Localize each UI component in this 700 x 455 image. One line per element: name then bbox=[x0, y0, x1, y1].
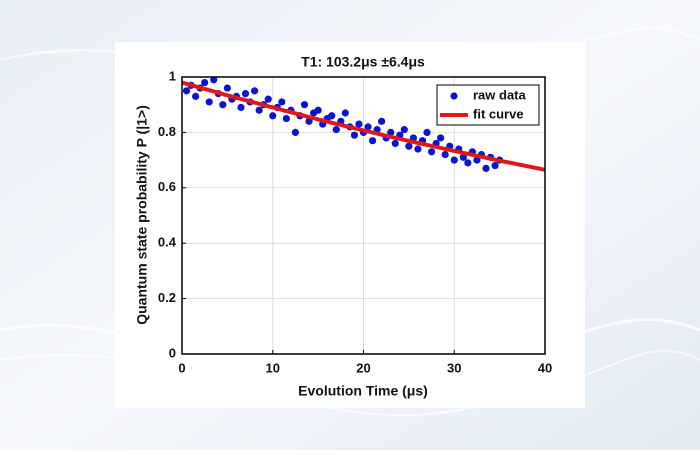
x-axis-label: Evolution Time (μs) bbox=[298, 383, 428, 399]
x-tick-label: 20 bbox=[356, 360, 370, 375]
data-point bbox=[400, 126, 408, 134]
data-point bbox=[368, 137, 377, 145]
data-point bbox=[437, 134, 445, 142]
data-point bbox=[405, 142, 413, 150]
data-point bbox=[482, 164, 490, 173]
data-point bbox=[328, 112, 336, 120]
x-tick-label: 30 bbox=[447, 360, 461, 375]
data-point bbox=[300, 101, 309, 109]
legend-box bbox=[436, 84, 540, 126]
data-point bbox=[291, 128, 300, 136]
data-point bbox=[427, 148, 436, 156]
data-point bbox=[341, 109, 349, 117]
data-point bbox=[387, 128, 395, 136]
data-point bbox=[282, 114, 290, 123]
data-point bbox=[223, 84, 231, 92]
data-point bbox=[491, 162, 499, 170]
data-point bbox=[219, 101, 227, 109]
data-point bbox=[192, 92, 200, 100]
legend-label: fit curve bbox=[473, 106, 524, 121]
data-point bbox=[441, 150, 449, 159]
y-tick-label: 0.4 bbox=[158, 235, 177, 250]
data-point bbox=[391, 139, 399, 148]
legend-label: raw data bbox=[473, 87, 527, 102]
data-point bbox=[255, 106, 263, 114]
y-tick-label: 0.2 bbox=[158, 290, 176, 305]
data-point bbox=[201, 78, 209, 87]
y-tick-label: 0 bbox=[169, 345, 176, 360]
legend-symbol bbox=[450, 92, 458, 100]
data-point bbox=[450, 156, 458, 164]
y-tick-label: 1 bbox=[169, 68, 176, 83]
x-tick-label: 10 bbox=[266, 360, 280, 375]
data-point bbox=[350, 131, 359, 139]
fit-line bbox=[181, 80, 546, 172]
chart-title: T1: 103.2μs ±6.4μs bbox=[301, 54, 425, 70]
y-tick-label: 0.6 bbox=[158, 179, 176, 194]
data-point bbox=[314, 106, 322, 114]
data-point bbox=[355, 120, 363, 128]
data-point bbox=[378, 117, 386, 125]
data-point bbox=[269, 112, 277, 120]
data-point bbox=[414, 145, 422, 153]
data-point bbox=[332, 126, 340, 134]
data-point bbox=[464, 159, 472, 167]
data-point bbox=[237, 103, 245, 112]
data-point bbox=[182, 87, 191, 95]
x-tick-label: 40 bbox=[538, 360, 552, 375]
data-point bbox=[251, 87, 259, 95]
data-point bbox=[205, 98, 213, 106]
data-point bbox=[278, 98, 286, 106]
plot-frame bbox=[181, 76, 546, 355]
data-point bbox=[473, 156, 481, 164]
x-tick-label: 0 bbox=[178, 360, 185, 375]
data-point bbox=[264, 95, 272, 103]
y-axis-label: Quantum state probability P (|1>) bbox=[134, 105, 150, 325]
data-point bbox=[423, 128, 431, 136]
data-point bbox=[210, 76, 218, 84]
y-tick-label: 0.8 bbox=[158, 124, 176, 139]
data-point bbox=[241, 90, 250, 98]
data-point bbox=[459, 153, 467, 161]
data-point bbox=[364, 123, 372, 131]
